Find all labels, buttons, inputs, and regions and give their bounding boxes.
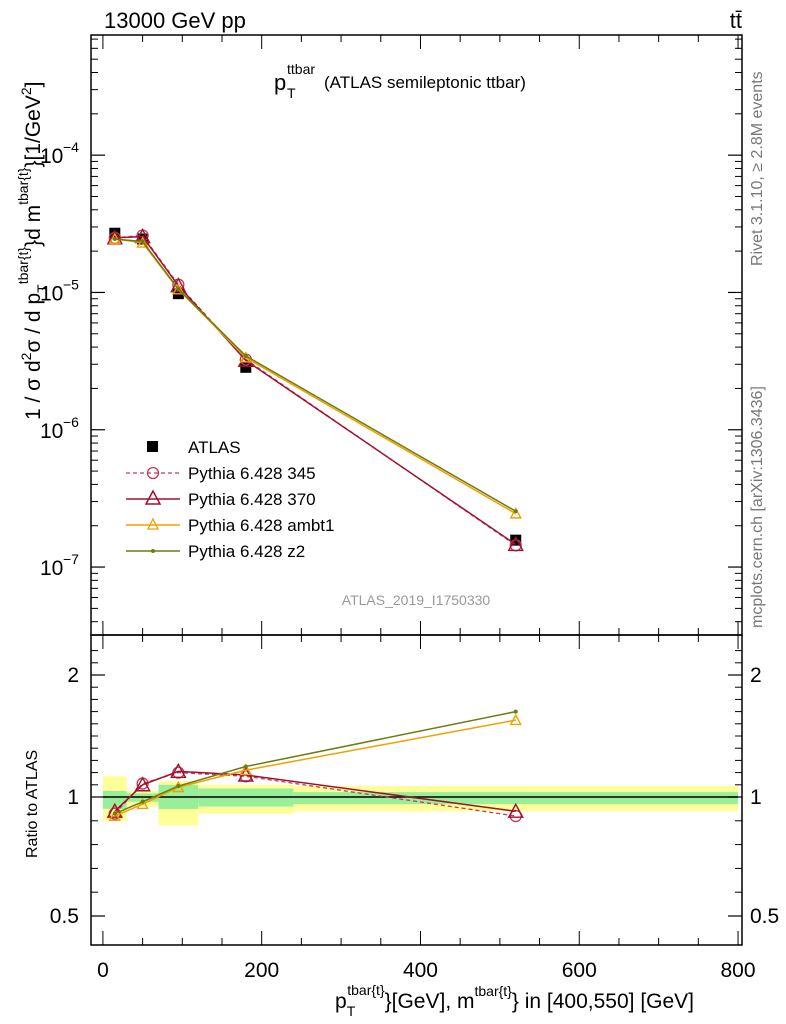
ratio-xtick-label: 400 [403, 959, 438, 982]
legend: ATLAS Pythia 6.428 345 Pythia 6.428 370 … [126, 438, 334, 561]
ratio-point-1 [170, 762, 187, 779]
ratio-panel: 0.5 0.5 1 1 2 2 0 200 400 600 800 Ratio to ATLAS [24, 634, 779, 982]
data-point-2 [507, 536, 524, 552]
ratio-ytick-label-right: 1 [750, 786, 762, 809]
data-point-4 [243, 353, 248, 358]
legend-label-370: Pythia 6.428 370 [188, 490, 316, 509]
main-ytick-exponent: −4 [63, 139, 79, 155]
legend-marker-ambt1 [146, 517, 160, 530]
main-ytick-exponent: −7 [63, 551, 79, 567]
ratio-band-stat [102, 790, 127, 809]
main-ylabel-part: 1 / σ d [22, 360, 45, 420]
analysis-watermark: ATLAS_2019_I1750330 [342, 592, 491, 608]
ratio-point-3 [112, 811, 117, 816]
ratio-xtick-label: 800 [721, 959, 756, 982]
svg-text:pTtbar{t}}[GeV], mtbar{t}} in: pTtbar{t}}[GeV], mtbar{t}} in [400,550] … [335, 982, 694, 1019]
mcplots-label: mcplots.cern.ch [arXiv:1306.3436] [749, 386, 766, 628]
ratio-series-line-0 [114, 771, 516, 817]
ratio-point-3 [513, 709, 518, 714]
legend-marker-z2 [151, 549, 155, 553]
data-point-4 [140, 239, 145, 244]
rivet-label: Rivet 3.1.10, ≥ 2.8M events [749, 71, 766, 266]
ratio-point-1 [134, 776, 151, 792]
legend-marker-345 [146, 466, 160, 480]
ratio-point-3 [176, 784, 181, 789]
ratio-ytick-label-right: 2 [750, 664, 762, 687]
data-point-3 [136, 236, 149, 248]
ratio-point-2 [239, 763, 252, 776]
data-point-4 [112, 237, 117, 242]
ratio-ytick-label: 1 [67, 786, 79, 809]
process-label: tt̄ [730, 8, 742, 33]
legend-label-z2: Pythia 6.428 z2 [188, 542, 305, 561]
ratio-xtick-label: 600 [562, 959, 597, 982]
main-title-sup: ttbar [287, 61, 315, 77]
main-title: (ATLAS semileptonic ttbar) [324, 73, 526, 92]
ratio-point-0 [172, 766, 185, 779]
main-title-sub: T [287, 85, 296, 101]
ratio-band-stat [293, 792, 739, 805]
ratio-point-2 [108, 809, 121, 821]
data-point-atlas [240, 361, 252, 373]
ratio-point-1 [106, 802, 123, 818]
main-ylabel: 1 / σ d2σ / d pTtbar{t}}d mtbar{t}}[1/Ge… [15, 81, 50, 420]
legend-marker-370 [144, 489, 162, 505]
ratio-ytick-label-right: 0.5 [750, 905, 779, 928]
data-point-3 [172, 283, 185, 295]
main-ytick-exponent: −6 [63, 414, 79, 430]
ratio-frame [90, 634, 743, 946]
main-title-symbol: p [274, 70, 286, 95]
legend-label-ambt1: Pythia 6.428 ambt1 [188, 516, 334, 535]
energy-label: 13000 GeV pp [104, 8, 246, 33]
legend-label-345: Pythia 6.428 345 [188, 464, 316, 483]
ratio-point-2 [136, 797, 149, 810]
main-ytick-label: 10 [40, 420, 63, 443]
ratio-bands [102, 776, 739, 826]
ratio-series-layer [106, 709, 524, 823]
legend-label-atlas: ATLAS [188, 438, 241, 457]
ratio-point-2 [509, 713, 522, 726]
ratio-point-3 [140, 799, 145, 804]
main-ytick-label: 10 [40, 557, 63, 580]
main-ytick-exponent: −5 [63, 276, 79, 292]
ratio-xtick-label: 200 [244, 959, 279, 982]
main-axes: 10−410−510−610−7 [40, 35, 742, 635]
data-point-4 [513, 509, 518, 514]
main-series-layer [106, 227, 524, 552]
ratio-point-3 [243, 764, 248, 769]
ratio-axes: 0.5 0.5 1 1 2 2 0 200 400 600 800 [50, 635, 779, 982]
ratio-ylabel: Ratio to ATLAS [24, 750, 41, 858]
data-point-3 [509, 507, 522, 519]
ratio-ytick-label: 0.5 [50, 905, 79, 928]
xlabel: pTtbar{t}}[GeV], mtbar{t}} in [400,550] … [335, 982, 694, 1019]
main-panel: 10−410−510−610−7 p T ttbar (ATLAS semile… [15, 34, 743, 636]
legend-marker-atlas [147, 441, 158, 452]
ratio-ytick-label: 2 [67, 664, 79, 687]
main-ytick-label: 10 [40, 282, 63, 305]
ratio-xtick-label: 0 [97, 959, 109, 982]
main-ytick-label: 10 [40, 145, 63, 168]
data-point-4 [176, 286, 181, 291]
svg-text:1 / σ d2σ / d pTtbar{t}}d mtba: 1 / σ d2σ / d pTtbar{t}}d mtbar{t}}[1/Ge… [15, 81, 50, 420]
ratio-point-1 [507, 802, 524, 818]
ratio-series-line-1 [114, 770, 516, 813]
